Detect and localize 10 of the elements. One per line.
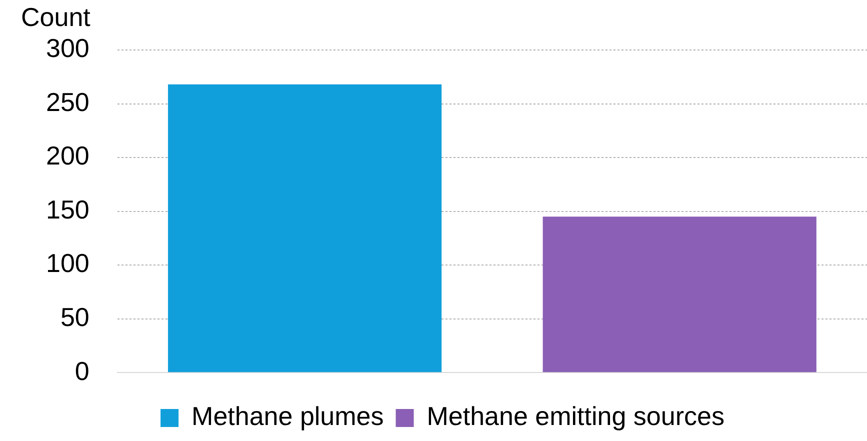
y-tick-label: 250 [46, 86, 90, 117]
y-tick-label: 150 [46, 194, 90, 224]
y-tick-label: 0 [74, 356, 90, 386]
y-tick-label: 300 [46, 33, 90, 64]
y-tick-label: 200 [46, 140, 90, 171]
y-tick-label: 100 [46, 248, 90, 278]
legend-label: Methane plumes [192, 401, 384, 432]
y-axis-title: Count [20, 2, 92, 32]
y-tick-label: 50 [60, 302, 90, 332]
legend-label: Methane emitting sources [426, 401, 724, 432]
